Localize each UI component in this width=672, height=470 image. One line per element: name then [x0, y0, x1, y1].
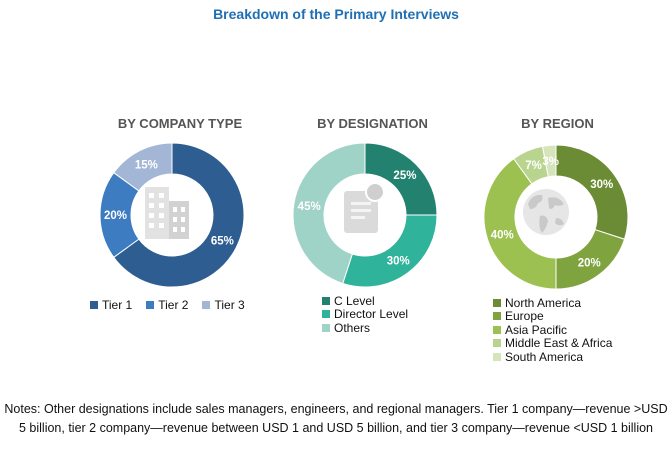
chart-title-region: BY REGION: [521, 116, 594, 131]
document-icon: [344, 182, 385, 233]
legend-item-asia-pacific: Asia Pacific: [493, 323, 612, 337]
legend-label: Tier 2: [158, 297, 189, 312]
legend-item-north-america: North America: [493, 296, 612, 310]
donut-slice-tier-1: [113, 142, 245, 288]
legend-label: Europe: [505, 309, 544, 324]
donut-slice-north-america: [555, 144, 629, 240]
legend-label: Director Level: [334, 307, 409, 322]
legend-item-south-america: South America: [493, 350, 612, 364]
legend-label: North America: [505, 295, 582, 310]
legend-swatch: [322, 323, 330, 332]
data-label: 25%: [393, 170, 416, 182]
legend-label: Middle East & Africa: [505, 336, 613, 351]
data-label: 65%: [211, 236, 234, 248]
data-label: 45%: [298, 201, 321, 213]
data-label: 20%: [578, 258, 601, 270]
data-label: 30%: [387, 256, 410, 268]
legend-item-tier-1: Tier 1: [90, 298, 132, 312]
legend-swatch: [493, 312, 501, 321]
legend-region: North America Europe Asia Pacific Middle…: [493, 296, 612, 364]
data-label: 20%: [104, 210, 127, 222]
legend-swatch: [493, 325, 501, 334]
building-icon: [145, 187, 189, 239]
chart-title-designation: BY DESIGNATION: [317, 116, 428, 131]
legend-swatch: [146, 300, 155, 309]
legend-item-others: Others: [322, 321, 408, 335]
legend-label: Tier 3: [214, 297, 245, 312]
legend-swatch: [493, 298, 501, 307]
globe-icon: [523, 189, 569, 235]
donut-slice-tier-3: [113, 142, 173, 192]
legend-swatch: [322, 296, 330, 305]
legend-swatch: [493, 352, 501, 361]
donut-slice-director-level: [342, 214, 438, 288]
chart-title-company-type: BY COMPANY TYPE: [117, 116, 243, 131]
legend-item-director-level: Director Level: [322, 307, 409, 322]
legend-swatch: [493, 339, 501, 348]
legend-swatch: [322, 310, 330, 319]
legend-item-middle-east-africa: Middle East & Africa: [493, 336, 613, 351]
legend-item-europe: Europe: [493, 309, 612, 324]
legend-company-type: Tier 1 Tier 2 Tier 3: [90, 298, 259, 312]
donut-company-type: 65% 20% 15%: [99, 142, 245, 288]
data-label: 3%: [542, 156, 559, 168]
legend-swatch: [202, 300, 211, 309]
donut-slice-others: [292, 142, 366, 285]
donut-slice-south-america: [541, 144, 557, 178]
legend-label: C Level: [334, 293, 375, 308]
data-label: 7%: [525, 160, 542, 172]
donut-slice-asia-pacific: [483, 158, 557, 290]
legend-label: South America: [505, 349, 584, 364]
data-label: 15%: [135, 160, 158, 172]
page-title: Breakdown of the Primary Interviews: [213, 6, 459, 22]
donut-designation: 25% 30% 45%: [292, 142, 438, 288]
donut-region: 30% 20% 40% 7% 3%: [483, 144, 629, 290]
legend-label: Tier 1: [102, 297, 133, 312]
legend-item-c-level: C Level: [322, 294, 408, 308]
legend-swatch: [90, 300, 98, 309]
data-label: 40%: [491, 229, 514, 241]
data-label: 30%: [590, 179, 613, 191]
notes-text: Notes: Other designations include sales …: [4, 402, 668, 435]
legend-label: Asia Pacific: [505, 322, 568, 337]
legend-item-tier-3: Tier 3: [202, 297, 245, 312]
legend-item-tier-2: Tier 2: [146, 298, 188, 312]
legend-designation: C Level Director Level Others: [322, 294, 408, 335]
legend-label: Others: [334, 320, 371, 335]
